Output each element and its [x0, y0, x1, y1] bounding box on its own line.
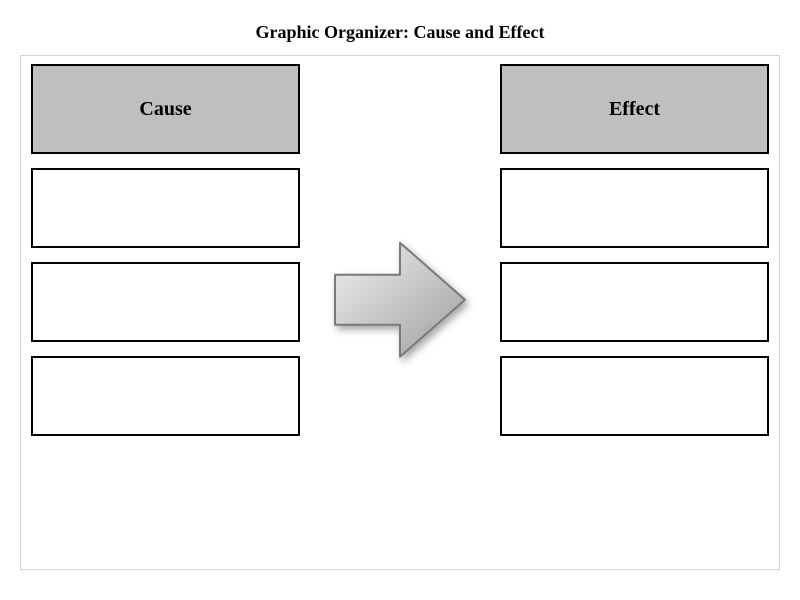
effect-row[interactable]	[500, 168, 769, 248]
cause-row[interactable]	[31, 356, 300, 436]
arrow-area	[310, 56, 490, 569]
effect-row[interactable]	[500, 356, 769, 436]
organizer-container: Cause Effect	[20, 55, 780, 570]
arrow-icon	[330, 234, 470, 369]
page-title: Graphic Organizer: Cause and Effect	[0, 0, 800, 53]
cause-column: Cause	[21, 56, 310, 569]
cause-row[interactable]	[31, 262, 300, 342]
cause-row[interactable]	[31, 168, 300, 248]
effect-column: Effect	[490, 56, 779, 569]
cause-header: Cause	[31, 64, 300, 154]
effect-header: Effect	[500, 64, 769, 154]
effect-row[interactable]	[500, 262, 769, 342]
